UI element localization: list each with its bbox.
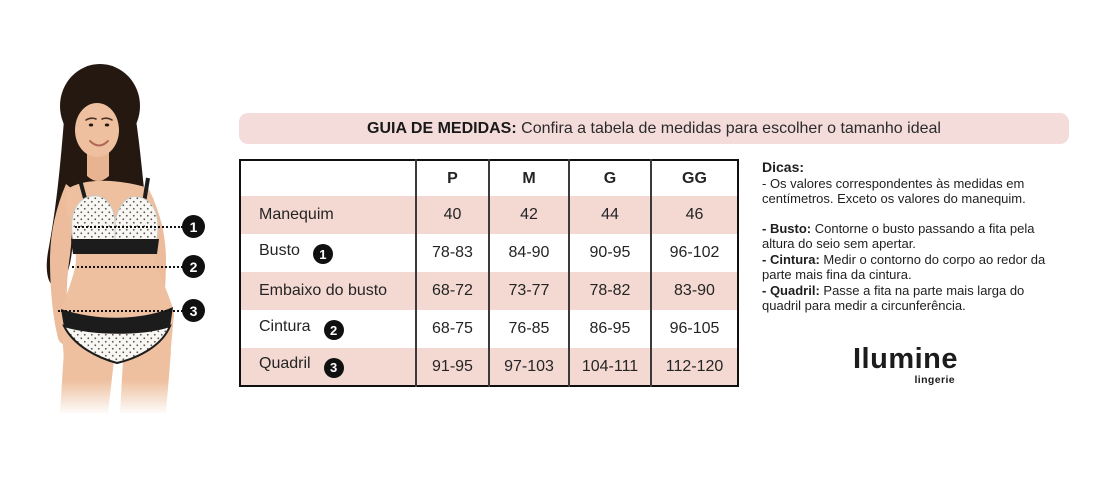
tip-cintura: - Cintura: Medir o contorno do corpo ao …: [762, 252, 1066, 283]
cell-value: 78-82: [568, 272, 651, 310]
measure-line-bust: [75, 226, 183, 228]
tip-general: - Os valores correspondentes às medidas …: [762, 176, 1066, 207]
table-row-busto: Busto 1 78-83 84-90 90-95 96-102: [240, 234, 738, 272]
cell-value: 96-102: [650, 234, 738, 272]
model-panties: [61, 307, 173, 365]
cell-value: 44: [568, 196, 651, 234]
row-label-text: Manequim: [259, 206, 334, 223]
brand-logo: Ilumine lingerie: [853, 343, 959, 387]
badge-3: 3: [323, 357, 344, 378]
size-table: P M G GG Manequim 40 42 44 46 Busto 1 78-…: [239, 159, 739, 387]
row-label-text: Busto: [259, 241, 300, 259]
tip-cintura-bold: - Cintura:: [762, 251, 820, 267]
tip-busto-bold: - Busto:: [762, 220, 812, 236]
cell-value: 76-85: [488, 310, 569, 348]
cell-value: 46: [650, 196, 738, 234]
tips-heading: Dicas:: [762, 159, 805, 175]
cell-value: 78-83: [415, 234, 489, 272]
table-row-cintura: Cintura 2 68-75 76-85 86-95 96-105: [240, 310, 738, 348]
header-size-m: M: [488, 160, 569, 196]
table-row-quadril: Quadril 3 91-95 97-103 104-111 112-120: [240, 348, 738, 386]
cell-value: 83-90: [650, 272, 738, 310]
header-empty-cell: [240, 160, 416, 196]
banner: GUIA DE MEDIDAS: Confira a tabela de med…: [239, 113, 1069, 144]
cell-value: 91-95: [415, 348, 489, 386]
header-size-gg: GG: [650, 160, 738, 196]
marker-hip: 3: [182, 299, 205, 322]
header-size-p: P: [415, 160, 489, 196]
cell-value: 86-95: [568, 310, 651, 348]
row-label-text: Cintura: [259, 317, 311, 335]
tip-busto-text: Contorne o busto passando a fita pela al…: [762, 220, 1035, 252]
tip-busto: - Busto: Contorne o busto passando a fit…: [762, 221, 1066, 252]
header-size-g: G: [568, 160, 651, 196]
cell-value: 40: [415, 196, 489, 234]
brand-subtitle: lingerie: [914, 374, 955, 387]
tip-quadril: - Quadril: Passe a fita na parte mais la…: [762, 283, 1066, 314]
row-label: Quadril 3: [240, 348, 416, 386]
tip-cintura-text: Medir o contorno do corpo ao redor da pa…: [762, 251, 1046, 283]
cell-value: 84-90: [488, 234, 569, 272]
marker-bust: 1: [182, 215, 205, 238]
banner-subtitle: Confira a tabela de medidas para escolhe…: [516, 119, 941, 137]
size-table-header-row: P M G GG: [240, 160, 738, 196]
model-photo: [20, 64, 235, 415]
tip-quadril-text: Passe a fita na parte mais larga do quad…: [762, 282, 1025, 314]
measure-line-hip: [58, 310, 183, 312]
model-bra: [71, 177, 159, 254]
table-row-manequim: Manequim 40 42 44 46: [240, 196, 738, 234]
row-label: Manequim: [240, 196, 416, 234]
cell-value: 42: [488, 196, 569, 234]
marker-waist: 2: [182, 255, 205, 278]
cell-value: 68-75: [415, 310, 489, 348]
cell-value: 73-77: [488, 272, 569, 310]
row-label: Cintura 2: [240, 310, 416, 348]
cell-value: 96-105: [650, 310, 738, 348]
cell-value: 104-111: [568, 348, 651, 386]
cell-value: 97-103: [488, 348, 569, 386]
table-row-embaixo-do-busto: Embaixo do busto 68-72 73-77 78-82 83-90: [240, 272, 738, 310]
measure-line-waist: [72, 266, 183, 268]
tips-panel: Dicas: - Os valores correspondentes às m…: [762, 159, 1066, 314]
row-label: Embaixo do busto: [240, 272, 416, 310]
tip-quadril-bold: - Quadril:: [762, 282, 820, 298]
row-label: Busto 1: [240, 234, 416, 272]
badge-2: 2: [323, 320, 344, 341]
cell-value: 68-72: [415, 272, 489, 310]
tip-general-text: - Os valores correspondentes às medidas …: [762, 175, 1026, 207]
photo-fade: [20, 380, 235, 415]
row-label-text: Quadril: [259, 355, 311, 373]
model-figure: 1 2 3: [20, 60, 235, 415]
brand-name: Ilumine: [853, 343, 959, 375]
cell-value: 112-120: [650, 348, 738, 386]
badge-1: 1: [312, 244, 333, 265]
row-label-text: Embaixo do busto: [259, 282, 388, 299]
model-face: [75, 85, 122, 157]
banner-title: GUIA DE MEDIDAS:: [367, 119, 517, 137]
cell-value: 90-95: [568, 234, 651, 272]
